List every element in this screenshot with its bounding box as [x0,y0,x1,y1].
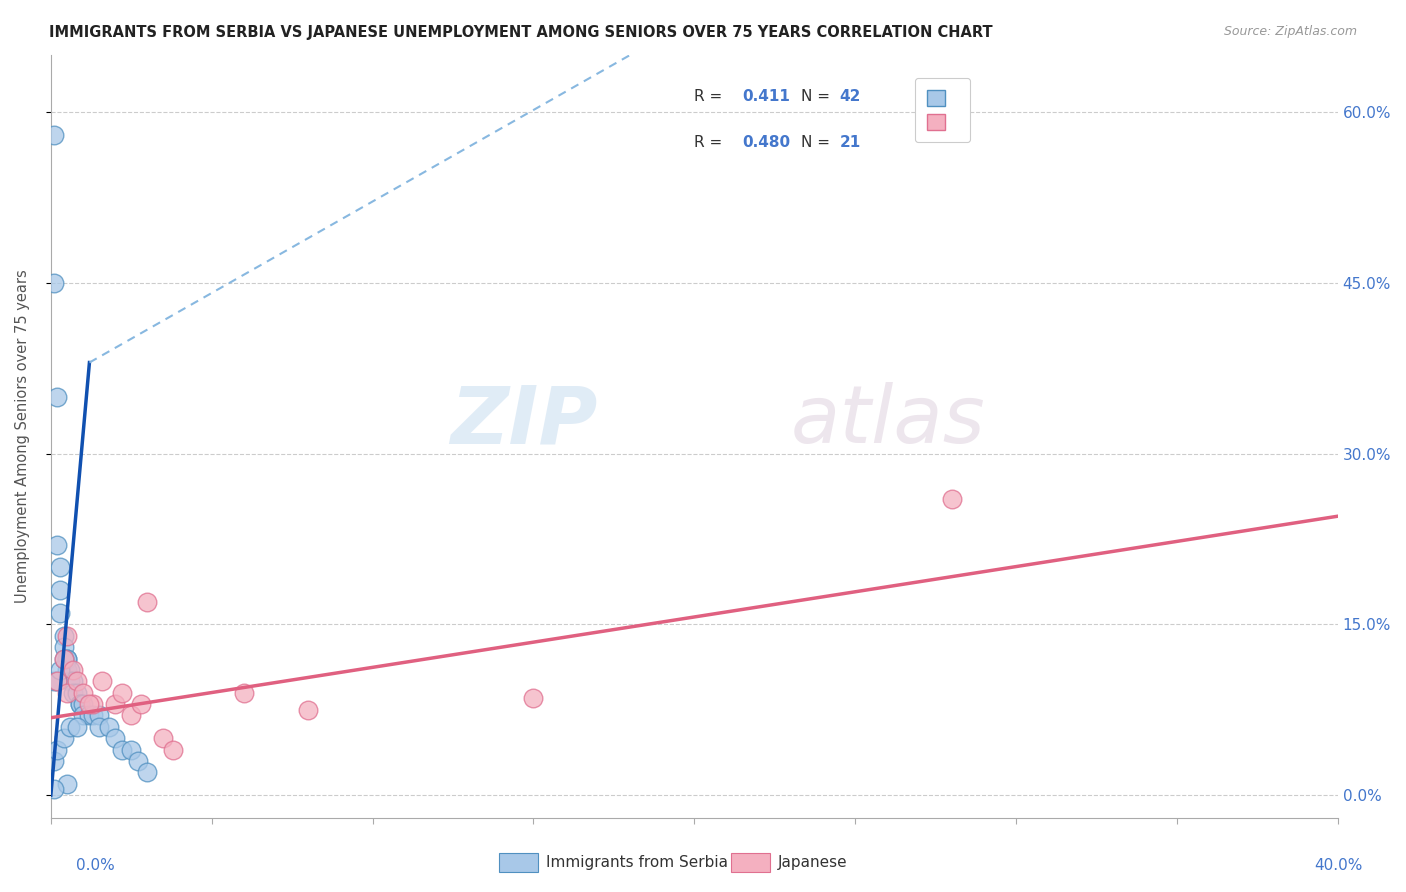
Text: 0.0%: 0.0% [76,858,115,873]
Point [232,686,254,700]
Text: N =: N = [801,136,835,150]
Point [49,583,72,598]
Legend: , : , [915,78,970,142]
Point [65,720,87,734]
Point [152,731,174,746]
Point [49,663,72,677]
Text: Japanese: Japanese [778,855,848,870]
Point [52,651,75,665]
Point [46,742,69,756]
Point [87,708,110,723]
Text: IMMIGRANTS FROM SERBIA VS JAPANESE UNEMPLOYMENT AMONG SENIORS OVER 75 YEARS CORR: IMMIGRANTS FROM SERBIA VS JAPANESE UNEMP… [49,25,993,40]
Point [52,651,75,665]
Text: N =: N = [801,89,835,104]
Point [46,538,69,552]
Point [120,742,142,756]
Point [56,629,79,643]
Point [72,697,94,711]
Point [42,782,65,797]
Y-axis label: Unemployment Among Seniors over 75 years: Unemployment Among Seniors over 75 years [15,269,30,603]
Point [97,720,120,734]
Point [79,697,101,711]
Point [46,674,69,689]
Point [120,708,142,723]
Point [65,674,87,689]
Text: 40.0%: 40.0% [1315,858,1362,873]
Point [56,777,79,791]
Point [69,697,91,711]
Point [52,629,75,643]
Point [79,708,101,723]
Point [110,686,132,700]
Point [136,765,159,780]
Point [42,276,65,290]
Point [46,390,69,404]
Point [82,708,104,723]
Point [72,686,94,700]
Text: Source: ZipAtlas.com: Source: ZipAtlas.com [1223,25,1357,38]
Point [42,674,65,689]
Text: 0.480: 0.480 [742,136,790,150]
Point [52,640,75,655]
Point [110,742,132,756]
Point [136,594,159,608]
Point [69,697,91,711]
Point [49,560,72,574]
Point [297,703,319,717]
Point [56,651,79,665]
Text: ZIP: ZIP [450,383,598,460]
Point [62,674,84,689]
Point [72,708,94,723]
Point [129,697,152,711]
Point [49,606,72,620]
Text: R =: R = [695,136,727,150]
Point [87,720,110,734]
Point [522,691,544,706]
Point [46,674,69,689]
Point [104,697,127,711]
Point [62,686,84,700]
Text: R =: R = [695,89,727,104]
Point [52,731,75,746]
Point [56,686,79,700]
Text: 21: 21 [839,136,860,150]
Point [162,742,184,756]
Point [59,720,82,734]
Point [56,651,79,665]
Point [82,697,104,711]
Text: 0.411: 0.411 [742,89,790,104]
Point [104,731,127,746]
Point [42,128,65,142]
Text: Immigrants from Serbia: Immigrants from Serbia [546,855,727,870]
Point [59,663,82,677]
Point [62,663,84,677]
Point [42,754,65,768]
Text: 42: 42 [839,89,860,104]
Point [941,492,963,507]
Point [127,754,149,768]
Point [59,674,82,689]
Point [91,674,114,689]
Point [65,686,87,700]
Text: atlas: atlas [790,383,986,460]
Point [56,663,79,677]
